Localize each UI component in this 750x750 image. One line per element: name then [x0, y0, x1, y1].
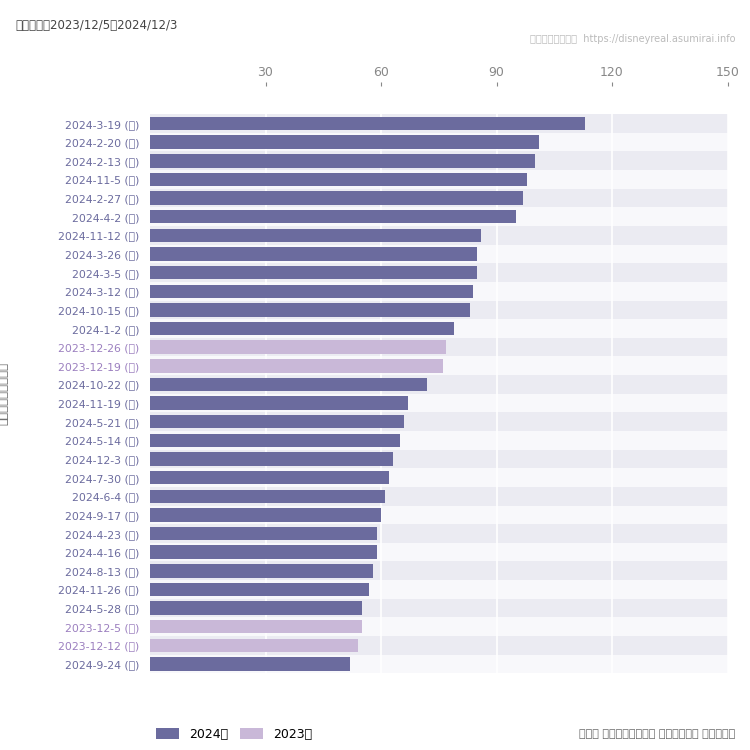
Bar	[150, 655, 728, 674]
Bar	[150, 452, 392, 466]
Bar	[150, 487, 728, 506]
Bar	[150, 189, 728, 208]
Bar	[150, 136, 538, 148]
Bar	[150, 468, 728, 487]
Bar	[150, 154, 535, 167]
Bar	[150, 545, 377, 559]
Bar	[150, 282, 728, 301]
Bar	[150, 229, 481, 242]
Bar	[150, 266, 477, 279]
Bar	[150, 303, 470, 316]
Bar	[150, 301, 728, 320]
Bar	[150, 490, 385, 503]
Bar	[150, 191, 524, 205]
Text: 集計期間：2023/12/5〜2024/12/3: 集計期間：2023/12/5〜2024/12/3	[15, 19, 177, 32]
Bar	[150, 172, 527, 186]
Bar	[150, 431, 728, 450]
Bar	[150, 208, 728, 226]
Bar	[150, 340, 446, 354]
Bar	[150, 433, 400, 447]
Bar	[150, 359, 442, 373]
Bar	[150, 580, 728, 598]
Bar	[150, 639, 358, 652]
Bar	[150, 524, 728, 543]
Bar	[150, 620, 362, 634]
Bar	[150, 543, 728, 562]
Bar	[150, 526, 377, 540]
Bar	[150, 226, 728, 245]
Bar	[150, 583, 370, 596]
Bar	[150, 394, 728, 412]
Bar	[150, 320, 728, 338]
Bar	[150, 657, 350, 670]
Bar	[150, 375, 728, 394]
Bar	[150, 133, 728, 152]
Bar	[150, 114, 728, 133]
Bar	[150, 152, 728, 170]
Bar	[150, 338, 728, 356]
Bar	[150, 509, 381, 521]
Bar	[150, 617, 728, 636]
Legend: 2024年, 2023年: 2024年, 2023年	[156, 728, 312, 741]
Bar	[150, 471, 388, 484]
Bar	[150, 415, 404, 428]
Bar	[150, 356, 728, 375]
Bar	[150, 602, 362, 615]
Bar	[150, 117, 585, 130]
Bar	[150, 598, 728, 617]
Bar	[150, 396, 408, 410]
Bar	[150, 450, 728, 468]
Bar	[150, 378, 427, 392]
Bar	[150, 284, 473, 298]
Y-axis label: 平均待ち時間（分）: 平均待ち時間（分）	[0, 362, 10, 425]
Bar	[150, 210, 516, 224]
Bar	[150, 564, 374, 578]
Bar	[150, 413, 728, 431]
Bar	[150, 263, 728, 282]
Text: ディズニーリアル  https://disneyreal.asumirai.info: ディズニーリアル https://disneyreal.asumirai.inf…	[530, 34, 735, 44]
Bar	[150, 636, 728, 655]
Bar	[150, 248, 477, 261]
Bar	[150, 170, 728, 189]
Bar	[150, 506, 728, 524]
Bar	[150, 562, 728, 580]
Bar	[150, 322, 454, 335]
Bar	[150, 244, 728, 263]
Text: 火曜日 ディズニーランド 平均待ち時間 ランキング: 火曜日 ディズニーランド 平均待ち時間 ランキング	[579, 729, 735, 739]
